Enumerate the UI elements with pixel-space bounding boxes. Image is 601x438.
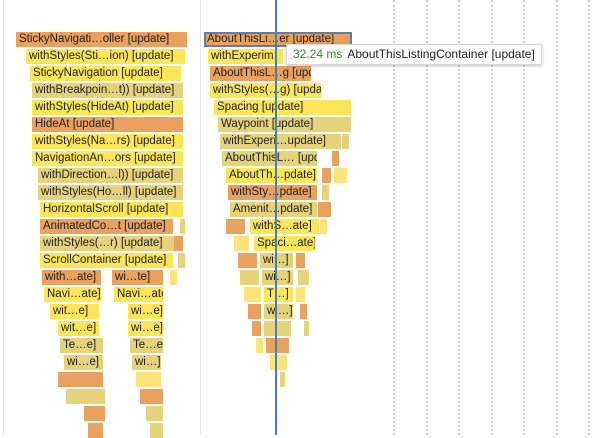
flame-bar-small[interactable] <box>66 389 106 404</box>
flame-bar[interactable]: AboutThisL…g [update] <box>210 66 312 81</box>
timeline-gridline-dotted <box>458 0 460 435</box>
flame-bar-small[interactable] <box>244 287 262 302</box>
flame-bar[interactable]: withStyles(Ho…ll) [update] <box>38 185 184 200</box>
flame-bar-small[interactable] <box>322 185 330 200</box>
flame-bar-small[interactable] <box>174 236 184 251</box>
flame-bar[interactable]: AboutTh…pdate] <box>226 168 318 183</box>
flame-bar-small[interactable] <box>58 372 104 387</box>
flame-bar-small[interactable] <box>84 406 106 421</box>
tooltip-component-name: AboutThisListingContainer [update] <box>347 47 535 61</box>
flame-bar[interactable]: with…ate] <box>42 270 102 285</box>
flame-bar[interactable]: wit…e] <box>50 304 100 319</box>
flame-bar[interactable]: StickyNavigation [update] <box>30 66 182 81</box>
flame-bar[interactable]: wi…] <box>264 304 294 319</box>
flame-bar[interactable]: AboutThisL… [update] <box>222 151 318 166</box>
flame-bar-small[interactable] <box>334 168 348 183</box>
flame-bar[interactable]: withStyles(…g) [update] <box>210 83 322 98</box>
flame-bar[interactable]: withStyles(Sti…ion) [update] <box>26 49 186 64</box>
flame-bar-small[interactable] <box>140 389 164 404</box>
flame-bar-small[interactable] <box>180 219 186 234</box>
flame-bar-small[interactable] <box>304 321 310 336</box>
flame-bar-small[interactable] <box>320 219 328 234</box>
flame-bar[interactable]: wi…e] <box>128 321 164 336</box>
flame-bar[interactable]: Navi…ate] <box>44 287 102 302</box>
flame-bar[interactable]: withStyles(Na…rs) [update] <box>32 134 184 149</box>
flame-bar[interactable]: HorizontalScroll [update] <box>40 202 184 217</box>
flame-bar[interactable]: wi…te] <box>112 270 164 285</box>
timeline-gridline-dotted <box>491 0 493 435</box>
flame-bar-small[interactable] <box>322 168 332 183</box>
flame-bar-small[interactable] <box>234 236 250 251</box>
flame-bar-small[interactable] <box>334 134 342 149</box>
timeline-gridline-dotted <box>588 0 590 435</box>
flame-bar[interactable]: Te…e] <box>60 338 104 353</box>
flame-bar[interactable]: Navi…ate] <box>114 287 164 302</box>
flame-bar-small[interactable] <box>256 338 264 353</box>
flame-bar[interactable]: wi…e] <box>64 355 104 370</box>
flame-bar[interactable]: Spacing [update] <box>214 100 352 115</box>
timeline-gridline-dotted <box>426 0 428 435</box>
flame-bar[interactable]: withBreakpoin…t)) [update] <box>32 83 184 98</box>
flame-bar[interactable]: wi…] <box>262 270 294 285</box>
timeline-gridline <box>3 0 4 435</box>
flame-bar-small[interactable] <box>266 338 290 353</box>
flame-bar-small[interactable] <box>238 253 258 268</box>
flame-bar[interactable]: Amenit…pdate] <box>230 202 318 217</box>
flame-bar-small[interactable] <box>170 270 178 285</box>
flame-bar-small[interactable] <box>280 372 286 387</box>
timeline-gridline <box>200 0 201 435</box>
flame-bar[interactable]: withStyles(…r) [update] <box>40 236 176 251</box>
flame-bar[interactable]: AboutThisLi…er [update] <box>204 32 352 47</box>
flame-bar-small[interactable] <box>146 406 164 421</box>
tooltip-duration: 32.24 ms <box>293 47 343 61</box>
flame-bar[interactable]: StickyNavigati…oller [update] <box>16 32 188 47</box>
flame-bar-small[interactable] <box>296 287 306 302</box>
flame-bar[interactable]: wi…e] <box>128 304 164 319</box>
flame-bar[interactable]: HideAt [update] <box>32 117 184 132</box>
flame-bar[interactable]: withDirection…l)) [update] <box>38 168 184 183</box>
flame-bar[interactable]: NavigationAn…ors [update] <box>32 151 184 166</box>
flame-bar-small[interactable] <box>178 253 186 268</box>
flame-bar-small[interactable] <box>240 270 260 285</box>
flame-bar-small[interactable] <box>318 202 332 217</box>
flame-bar[interactable]: AnimatedCo…t [update] <box>40 219 174 234</box>
hover-tooltip: 32.24 ms AboutThisListingContainer [updat… <box>286 44 542 65</box>
flame-bar[interactable]: T…] <box>264 287 294 302</box>
flame-bar[interactable]: ScrollContainer [update] <box>40 253 174 268</box>
flame-bar-small[interactable] <box>136 372 162 387</box>
flame-bar-small[interactable] <box>270 355 288 370</box>
flame-bar[interactable]: withStyles(HideAt) [update] <box>32 100 184 115</box>
flame-bar-small[interactable] <box>300 304 308 319</box>
flame-bar-small[interactable] <box>264 321 292 336</box>
flame-bar[interactable]: wi…] <box>132 355 162 370</box>
flame-bar[interactable]: Waypoint [update] <box>218 117 352 132</box>
flame-bar-small[interactable] <box>88 423 104 438</box>
flame-bar[interactable]: wi…] <box>260 253 294 268</box>
flame-bar-small[interactable] <box>150 423 164 438</box>
timeline-gridline-dotted <box>393 0 395 435</box>
flame-bar[interactable]: Spaci…ate] <box>254 236 316 251</box>
flame-bar-small[interactable] <box>252 321 262 336</box>
flame-bar-small[interactable] <box>296 253 306 268</box>
flame-bar[interactable]: withExperim <box>208 49 284 64</box>
timeline-gridline-dotted <box>523 0 525 435</box>
flame-bar-small[interactable] <box>248 304 262 319</box>
flame-bar-small[interactable] <box>226 219 246 234</box>
flame-bar-small[interactable] <box>332 151 340 166</box>
flame-bar[interactable]: withS…ate] <box>250 219 320 234</box>
flame-bar-small[interactable] <box>298 270 310 285</box>
timeline-gridline-dotted <box>556 0 558 435</box>
flame-bar[interactable]: Te…e] <box>130 338 164 353</box>
flame-bar[interactable]: withExperi…update] <box>220 134 350 149</box>
playhead-cursor-line[interactable] <box>275 0 277 435</box>
flame-bar[interactable]: withSty…pdate] <box>228 185 318 200</box>
flame-bar[interactable]: wit…e] <box>58 321 100 336</box>
